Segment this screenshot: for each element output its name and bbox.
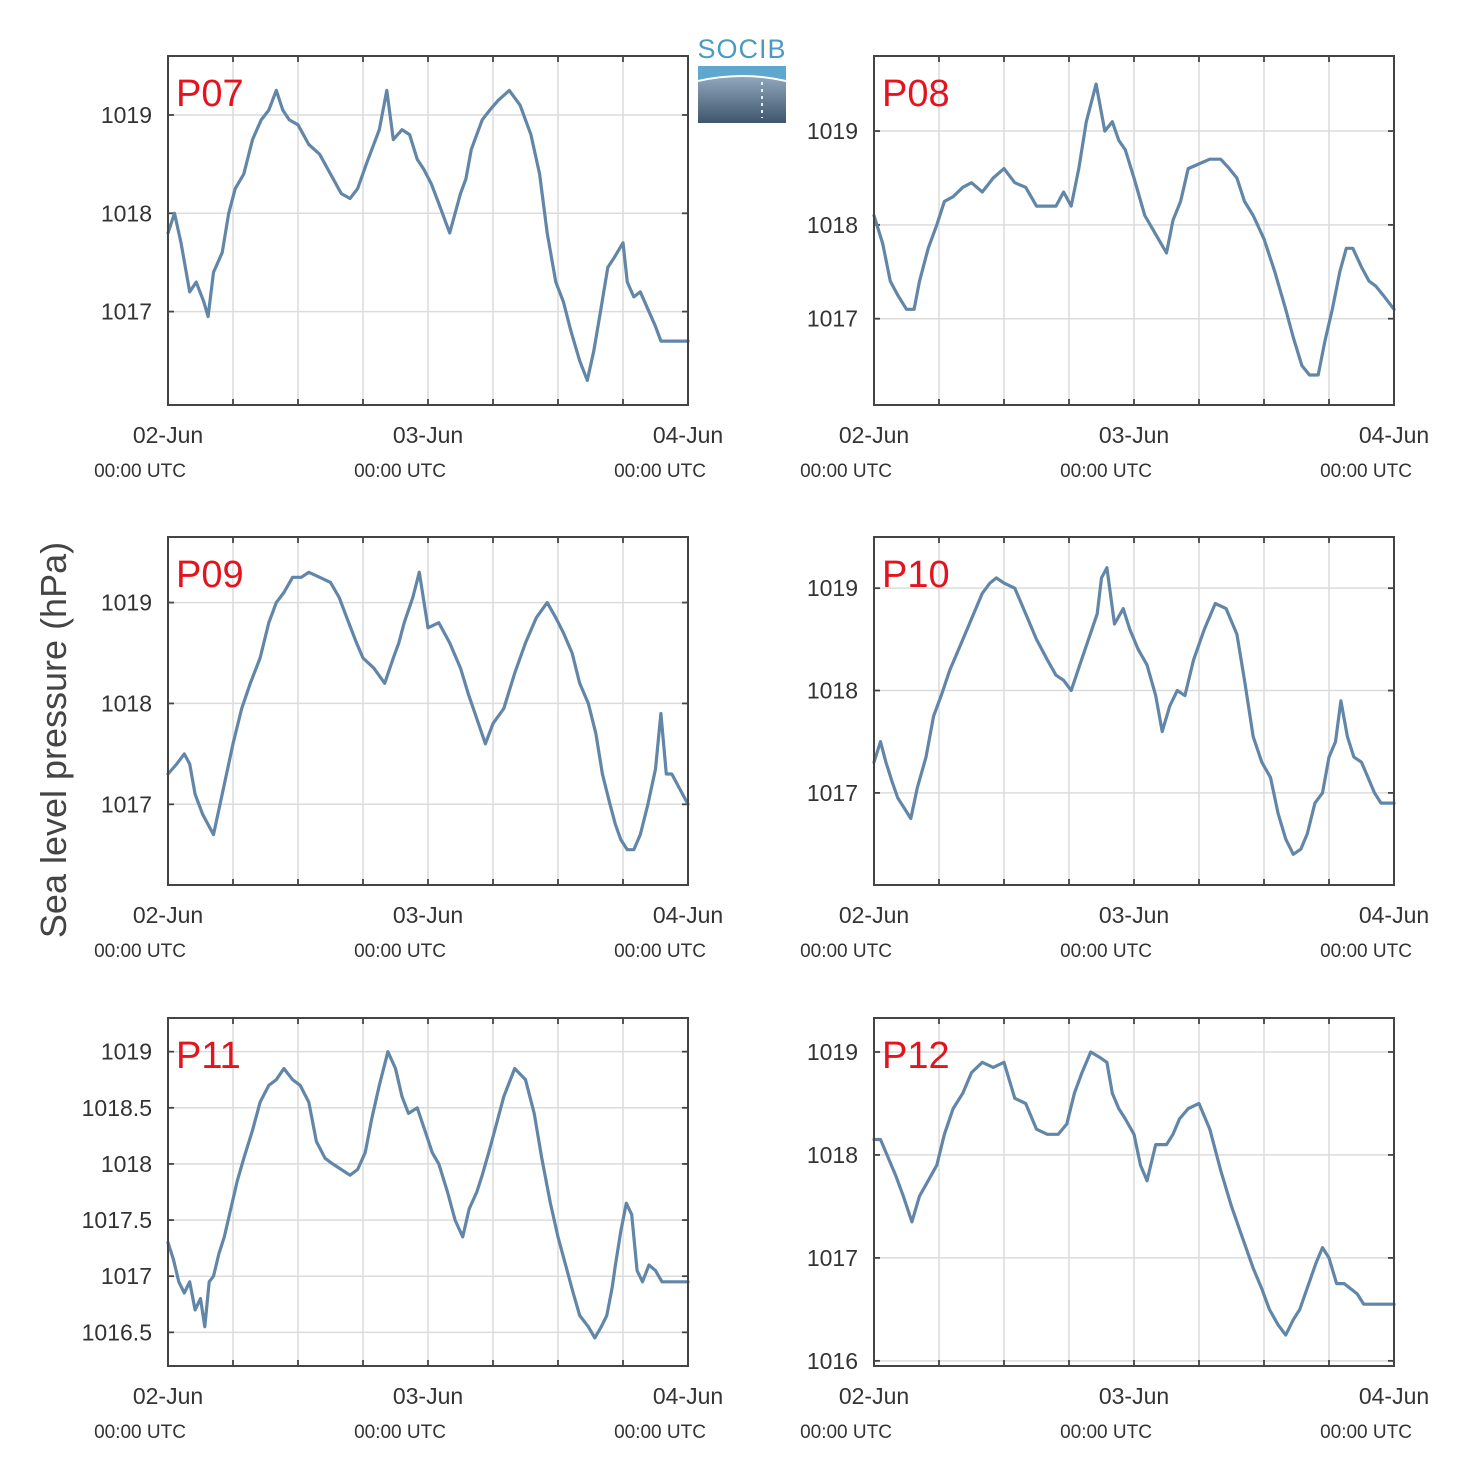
x-tick-label: 04-Jun xyxy=(1359,422,1429,448)
x-tick-label: 02-Jun xyxy=(133,422,203,448)
y-tick-label: 1017 xyxy=(807,780,858,806)
x-tick-label: 02-Jun xyxy=(839,902,909,928)
plot-frame xyxy=(873,536,1395,886)
x-tick-label: 04-Jun xyxy=(653,422,723,448)
series-line-p11 xyxy=(166,1050,690,1340)
x-tick-sublabel: 00:00 UTC xyxy=(94,941,186,962)
x-tick-sublabel: 00:00 UTC xyxy=(1060,1422,1152,1443)
x-tick-sublabel: 00:00 UTC xyxy=(1060,461,1152,482)
x-tick-sublabel: 00:00 UTC xyxy=(1320,461,1412,482)
x-tick-sublabel: 00:00 UTC xyxy=(800,941,892,962)
y-tick-label: 1017.5 xyxy=(82,1207,152,1233)
panel-label: P11 xyxy=(176,1035,241,1077)
panel-p09: 1017 1018 1019 02-Jun 00:00 UTC 03-Jun 00:00 U… xyxy=(94,536,723,962)
series-line-p09 xyxy=(166,570,690,852)
plot-frame xyxy=(873,1017,1395,1367)
y-tick-label: 1017 xyxy=(807,1245,858,1271)
plot-frame xyxy=(167,536,689,886)
x-tick-sublabel: 00:00 UTC xyxy=(1320,1422,1412,1443)
y-axis-label: Sea level pressure (hPa) xyxy=(33,542,74,938)
series-line-p10 xyxy=(872,566,1396,856)
y-tick-label: 1018 xyxy=(807,212,858,238)
x-tick-label: 03-Jun xyxy=(1099,1383,1169,1409)
y-tick-label: 1017 xyxy=(101,1263,152,1289)
y-tick-label: 1019 xyxy=(101,1039,152,1065)
x-tick-label: 04-Jun xyxy=(653,902,723,928)
series-line-p07 xyxy=(166,88,690,382)
x-tick-label: 03-Jun xyxy=(1099,422,1169,448)
panel-label: P08 xyxy=(882,73,950,115)
y-tick-label: 1018.5 xyxy=(82,1095,152,1121)
x-tick-label: 02-Jun xyxy=(839,1383,909,1409)
logo-water-icon xyxy=(698,77,786,123)
x-tick-label: 03-Jun xyxy=(1099,902,1169,928)
y-tick-label: 1017 xyxy=(101,299,152,325)
series-line-p12 xyxy=(872,1050,1396,1337)
x-tick-label: 03-Jun xyxy=(393,1383,463,1409)
panel-p12: 1016 1017 1018 1019 02-Jun 00:00 UTC 03-Jun 00:… xyxy=(800,1017,1429,1443)
x-tick-label: 02-Jun xyxy=(133,1383,203,1409)
y-tick-label: 1018 xyxy=(807,1142,858,1168)
x-tick-label: 02-Jun xyxy=(133,902,203,928)
logo-wave-icon xyxy=(698,66,786,80)
plot-frame xyxy=(167,55,689,406)
y-tick-label: 1017 xyxy=(101,791,152,817)
y-tick-label: 1016 xyxy=(807,1348,858,1374)
x-tick-sublabel: 00:00 UTC xyxy=(354,941,446,962)
x-tick-sublabel: 00:00 UTC xyxy=(94,461,186,482)
y-tick-label: 1019 xyxy=(807,1039,858,1065)
y-tick-label: 1019 xyxy=(807,118,858,144)
x-tick-sublabel: 00:00 UTC xyxy=(800,1422,892,1443)
x-tick-sublabel: 00:00 UTC xyxy=(1320,941,1412,962)
y-tick-label: 1018 xyxy=(101,200,152,226)
x-tick-sublabel: 00:00 UTC xyxy=(614,461,706,482)
panel-p10: 1017 1018 1019 02-Jun 00:00 UTC 03-Jun 00:00 U… xyxy=(800,536,1429,962)
panel-label: P12 xyxy=(882,1035,950,1077)
panel-p08: 1017 1018 1019 02-Jun 00:00 UTC 03-Jun 00:00 U… xyxy=(800,55,1429,482)
x-tick-sublabel: 00:00 UTC xyxy=(354,1422,446,1443)
x-tick-sublabel: 00:00 UTC xyxy=(354,461,446,482)
x-tick-label: 04-Jun xyxy=(1359,1383,1429,1409)
series-line-p08 xyxy=(872,82,1396,377)
x-tick-sublabel: 00:00 UTC xyxy=(614,1422,706,1443)
x-tick-sublabel: 00:00 UTC xyxy=(800,461,892,482)
panel-label: P09 xyxy=(176,554,244,596)
y-tick-label: 1019 xyxy=(101,590,152,616)
panel-label: P07 xyxy=(176,73,244,115)
panel-label: P10 xyxy=(882,554,950,596)
y-tick-label: 1018 xyxy=(101,1151,152,1177)
panel-p07: 1017 1018 1019 02-Jun 00:00 UTC 03-Jun 00:00 U… xyxy=(94,55,723,482)
plot-frame xyxy=(167,1017,689,1367)
panel-p11: 1016.5 1017 1017.5 1018 1018.5 1019 02-Jun 00:0… xyxy=(82,1017,723,1443)
x-tick-sublabel: 00:00 UTC xyxy=(1060,941,1152,962)
y-tick-label: 1018 xyxy=(101,690,152,716)
x-tick-label: 04-Jun xyxy=(1359,902,1429,928)
y-tick-label: 1019 xyxy=(807,575,858,601)
logo-text: SOCIB xyxy=(697,34,786,64)
y-tick-label: 1019 xyxy=(101,102,152,128)
x-tick-sublabel: 00:00 UTC xyxy=(614,941,706,962)
x-tick-sublabel: 00:00 UTC xyxy=(94,1422,186,1443)
x-tick-label: 04-Jun xyxy=(653,1383,723,1409)
y-tick-label: 1016.5 xyxy=(82,1319,152,1345)
y-tick-label: 1017 xyxy=(807,306,858,332)
plot-frame xyxy=(873,55,1395,406)
x-tick-label: 03-Jun xyxy=(393,902,463,928)
x-tick-label: 02-Jun xyxy=(839,422,909,448)
x-tick-label: 03-Jun xyxy=(393,422,463,448)
socib-logo: SOCIB xyxy=(697,34,786,123)
y-tick-label: 1018 xyxy=(807,678,858,704)
